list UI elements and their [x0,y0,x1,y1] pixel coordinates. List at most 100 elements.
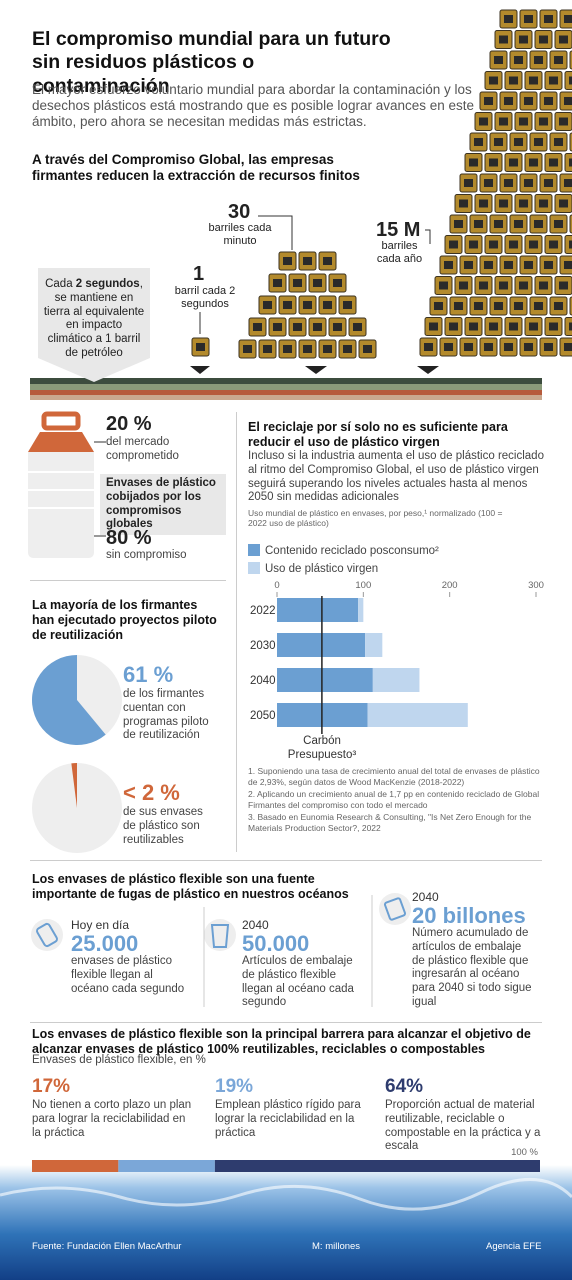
arrow [305,366,327,374]
legend-swatch [248,544,260,556]
barrel-label [293,323,302,331]
barrel-label [549,322,558,331]
barrel-label [283,345,292,353]
subtitle: El mayor esfuerzo voluntario mundial par… [32,82,475,130]
barrel-label [529,240,538,249]
barrel-label [569,158,572,167]
barrel-label [469,158,478,167]
barrel-label [559,281,568,290]
x-tick-label: 0 [274,580,279,591]
x-tick-label: 300 [528,580,544,591]
barrel-label [539,35,548,44]
barrel-label [494,220,503,228]
item-pre: Hoy en día [71,918,130,932]
barrel-label [514,56,523,64]
barrel-label [494,56,503,64]
barrel-label [489,76,498,85]
barrel-label [564,343,572,351]
barrel-label [464,179,473,187]
barrel-label [343,345,352,353]
icons [31,893,411,1007]
leader-line [94,441,106,537]
item-text: Número acumulado de artículos de embalaj… [412,927,532,1008]
barrel-label [534,220,543,228]
item-text: envases de plástico flexible llegan al o… [71,955,185,995]
ocean-background [0,1165,572,1280]
bar-segment [277,633,366,657]
value-label: 17% [32,1076,71,1097]
barrel-label [263,301,272,309]
bottle-body [28,432,94,558]
section-heading: Los envases de plástico flexible son una… [32,872,349,901]
pie-caption: de sus envases de plástico son reutiliza… [123,806,203,846]
barrel-label [424,343,433,351]
barrel-label [534,56,543,64]
y-tick-label: 2050 [250,710,276,722]
bottle-icon [28,411,106,558]
barrel-label [539,117,548,126]
barrel-label [504,15,513,23]
section-text: Incluso si la industria aumenta el uso d… [248,450,544,504]
bar-segment [214,1160,540,1172]
barrel-label [504,97,513,105]
barrel-label [449,240,458,249]
item-value: 25.000 [71,931,139,956]
section-heading: La mayoría de los firmantes han ejecutad… [32,598,217,642]
barrel-label [519,35,528,44]
barrel-label [549,240,558,249]
barrel-label [323,345,332,353]
wave [0,1177,572,1211]
divider [30,580,226,581]
footnote: 2. Aplicando un crecimiento anual de 1,7… [248,788,540,811]
barrel-label [499,199,508,208]
barrel-label [554,56,563,64]
bar-segment [367,703,468,727]
barrel-label [539,281,548,290]
legend-swatch [248,562,260,574]
section-heading: El reciclaje por sí solo no es suficient… [248,420,508,449]
footnote: 1. Suponiendo una tasa de crecimiento an… [248,766,540,788]
barrel-label [509,158,518,167]
legend-item: Contenido reciclado posconsumo² [248,544,439,559]
item-pre: 2040 [242,918,269,932]
note: Cada 2 segundos, se mantiene en tierra a… [42,278,146,361]
pie-slice [32,655,106,745]
stripe [30,395,542,400]
barrel-label [534,302,543,310]
barrel-icon [564,153,572,172]
barrel-label [499,281,508,290]
barrel-label [529,76,538,85]
barrel-label [323,301,332,309]
item-value: 50.000 [242,931,310,956]
barrel-label [363,345,372,353]
bar-segment [118,1160,215,1172]
share-value: 80 % [106,527,152,549]
barrel-label [474,138,483,146]
barrel-label [544,179,553,187]
barrel-label [333,323,342,331]
series-label: Emplean plástico rígido para lograr la r… [215,1099,361,1139]
chart-title: Uso mundial de plástico en envases, por … [248,508,503,529]
footnotes: 1. Suponiendo una tasa de crecimiento an… [248,766,543,835]
barrel-label [484,261,493,269]
annotation: Carbón Presupuesto³ [287,735,357,761]
barrel-label [514,302,523,310]
bar-segment [358,598,364,622]
barrel-label [484,179,493,187]
legend-item: Uso de plástico virgen [248,562,378,577]
bottle-rib [28,471,94,509]
barrel-label [273,323,282,331]
barrel-label [353,323,362,331]
barrel-label [444,343,453,351]
barrel-label [459,199,468,208]
barrel-label [343,301,352,309]
pie-value: < 2 % [123,780,180,805]
barrel-label [469,240,478,249]
barrel-value: 1 [193,263,205,285]
barrel-label [196,343,205,351]
barrel-label [564,97,572,105]
barrel-label [283,257,292,265]
stripe [30,378,542,384]
bar-segment [277,668,373,692]
barrel-label [444,261,453,269]
